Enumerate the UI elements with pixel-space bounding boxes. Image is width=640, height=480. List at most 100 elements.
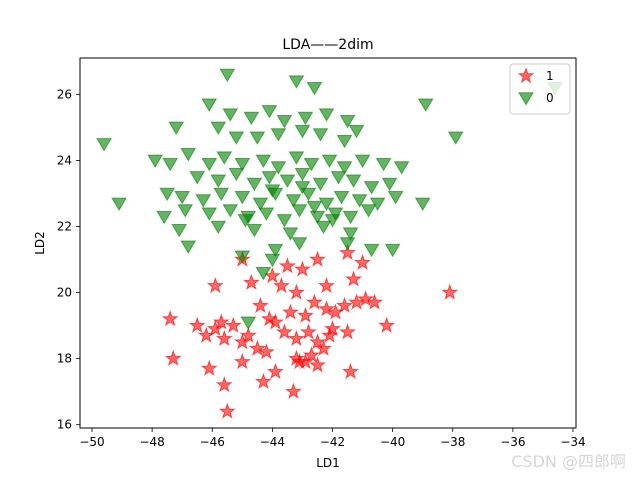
data-point [393, 161, 410, 175]
data-point [387, 191, 404, 205]
data-point [239, 326, 257, 343]
data-point [261, 171, 278, 185]
data-point [414, 197, 431, 211]
data-point [314, 339, 333, 357]
data-point [188, 316, 206, 333]
data-point [171, 224, 188, 238]
data-point [294, 124, 311, 139]
data-point [266, 362, 284, 380]
watermark: CSDN @四郎啊 [511, 452, 626, 471]
data-point [330, 171, 347, 185]
data-point [218, 402, 236, 419]
data-point [320, 326, 339, 343]
data-point [360, 204, 377, 218]
data-point [338, 243, 357, 261]
data-point [276, 214, 293, 228]
data-point [234, 157, 251, 172]
data-point [210, 174, 227, 188]
data-point [335, 296, 354, 314]
data-point [356, 290, 375, 307]
data-point [381, 177, 398, 192]
data-point [306, 81, 323, 96]
data-point [275, 323, 293, 340]
data-point [369, 197, 386, 211]
data-point [180, 148, 197, 162]
data-point [164, 349, 182, 366]
legend-marker [517, 66, 535, 84]
data-point [300, 187, 317, 202]
data-point [246, 224, 263, 238]
x-tick-label: −40 [380, 435, 405, 449]
data-point [159, 187, 176, 202]
x-tick-label: −42 [320, 435, 345, 449]
data-point [336, 161, 353, 175]
data-point [384, 243, 401, 258]
x-axis: −50 −48 −46 −44 −42 −40 −38 −36 −34 [79, 428, 586, 449]
data-point [284, 382, 303, 399]
data-point [215, 329, 233, 347]
legend-box [509, 63, 571, 115]
data-point [255, 154, 272, 169]
data-point [162, 157, 179, 172]
data-point [276, 115, 293, 129]
data-point [248, 339, 266, 357]
data-point [447, 131, 464, 145]
legend-label: 1 [546, 69, 554, 83]
data-point [417, 98, 434, 112]
data-point [291, 237, 308, 251]
chart-title: LDA——2dim [282, 37, 373, 53]
data-point [174, 191, 191, 205]
x-tick-label: −48 [139, 435, 164, 449]
data-point [279, 174, 296, 188]
data-point [308, 333, 327, 350]
data-point [366, 293, 384, 310]
x-tick-label: −46 [200, 435, 225, 449]
data-point [321, 154, 338, 169]
data-point [336, 134, 353, 149]
data-point [351, 194, 368, 208]
data-point [272, 276, 290, 294]
data-point [237, 214, 254, 228]
data-point [317, 276, 336, 294]
data-point [344, 270, 363, 287]
data-point [180, 240, 197, 254]
y-tick-label: 16 [57, 418, 72, 432]
legend-marker [518, 92, 534, 106]
data-point [243, 111, 260, 126]
data-point [293, 260, 312, 277]
data-point [219, 68, 236, 83]
y-axis: 16 18 20 22 24 26 [57, 87, 80, 432]
x-tick-label: −38 [440, 435, 465, 449]
points-layer [96, 68, 563, 419]
data-point [296, 306, 315, 323]
data-point [156, 210, 173, 225]
data-point [96, 138, 112, 152]
data-point [215, 376, 233, 393]
data-point [210, 220, 227, 235]
data-point [290, 352, 309, 370]
data-point [312, 177, 329, 192]
data-point [348, 124, 365, 139]
x-axis-label: LD1 [316, 456, 340, 470]
data-point [318, 108, 335, 122]
data-point [111, 197, 127, 211]
data-point [251, 296, 269, 314]
data-point [168, 121, 185, 136]
data-point [305, 293, 324, 310]
data-point [441, 283, 459, 300]
data-point [288, 151, 305, 165]
data-point [201, 157, 218, 172]
series-0 [96, 68, 563, 330]
data-point [206, 319, 224, 337]
data-point [252, 197, 269, 211]
data-point [249, 131, 266, 145]
data-point [234, 250, 251, 264]
data-point [270, 128, 287, 142]
data-point [233, 352, 251, 370]
data-point [200, 359, 218, 376]
data-point [297, 111, 314, 126]
data-point [287, 283, 306, 300]
y-tick-label: 18 [57, 352, 72, 366]
data-point [318, 197, 335, 211]
x-tick-label: −36 [500, 435, 525, 449]
